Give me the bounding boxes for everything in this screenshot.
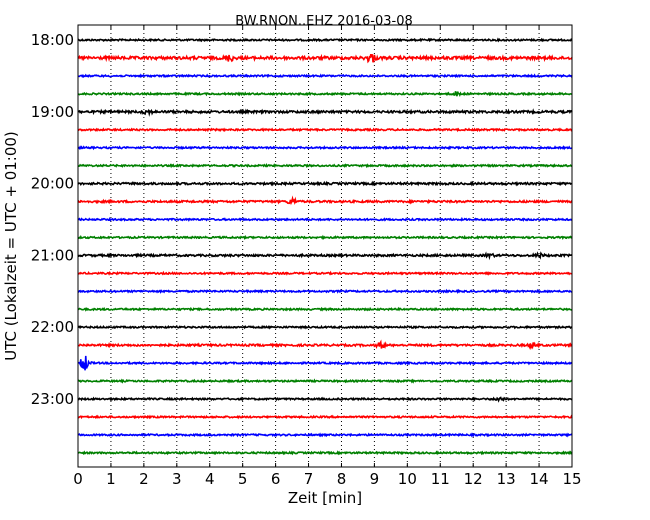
y-tick-label: 20:00 [31,175,74,193]
y-tick-label: 22:00 [31,318,74,336]
x-tick-label: 5 [238,470,248,488]
seismic-trace [77,163,573,169]
y-tick-label: 21:00 [31,246,74,264]
seismic-trace [77,324,573,330]
y-axis-ticks: 18:00 19:00 20:00 21:00 22:00 23:00 [31,31,572,408]
x-tick-label: 6 [271,470,281,488]
seismic-trace [77,432,573,438]
x-tick-label: 3 [172,470,182,488]
seismic-trace [77,355,573,371]
x-tick-label: 4 [205,470,215,488]
x-tick-label: 1 [106,470,116,488]
seismic-trace [77,145,573,151]
trace-layer [77,37,573,456]
x-tick-label: 13 [497,470,516,488]
seismic-trace [77,450,573,456]
grid-lines [110,25,540,467]
seismic-trace [77,251,573,261]
seismic-trace [77,180,573,187]
x-tick-label: 10 [398,470,417,488]
seismic-trace [78,306,573,312]
x-tick-label: 9 [370,470,380,488]
seismic-trace [77,37,573,43]
x-tick-label: 8 [337,470,347,488]
seismic-trace [77,378,573,384]
chart-title: BW.RNON..EHZ 2016-03-08 [235,14,413,29]
y-axis-label: UTC (Lokalzeit = UTC + 01:00) [2,131,20,361]
plot-frame [77,24,573,468]
seismic-trace [77,91,573,98]
y-tick-label: 19:00 [31,103,74,121]
seismic-trace [77,195,573,206]
seismic-trace [77,288,573,295]
seismic-trace [77,339,573,351]
x-axis-label: Zeit [min] [288,489,362,507]
seismic-trace [77,270,573,276]
x-tick-label: 11 [431,470,450,488]
seismic-trace [77,127,573,133]
x-tick-label: 12 [464,470,483,488]
y-tick-label: 18:00 [31,31,74,49]
x-tick-label: 7 [304,470,314,488]
y-tick-label: 23:00 [31,390,74,408]
x-tick-label: 14 [530,470,549,488]
x-axis-ticks: 0 1 2 3 4 5 6 7 8 9 10 11 12 13 14 15 [73,25,582,488]
seismic-trace [77,73,573,79]
x-tick-label: 15 [562,470,581,488]
x-tick-label: 0 [73,470,83,488]
seismic-trace [77,216,573,222]
seismic-trace [77,234,573,241]
x-tick-label: 2 [139,470,149,488]
seismic-trace [77,53,573,64]
seismic-trace [77,108,573,117]
seismic-trace [77,396,573,403]
seismic-trace [77,414,573,420]
